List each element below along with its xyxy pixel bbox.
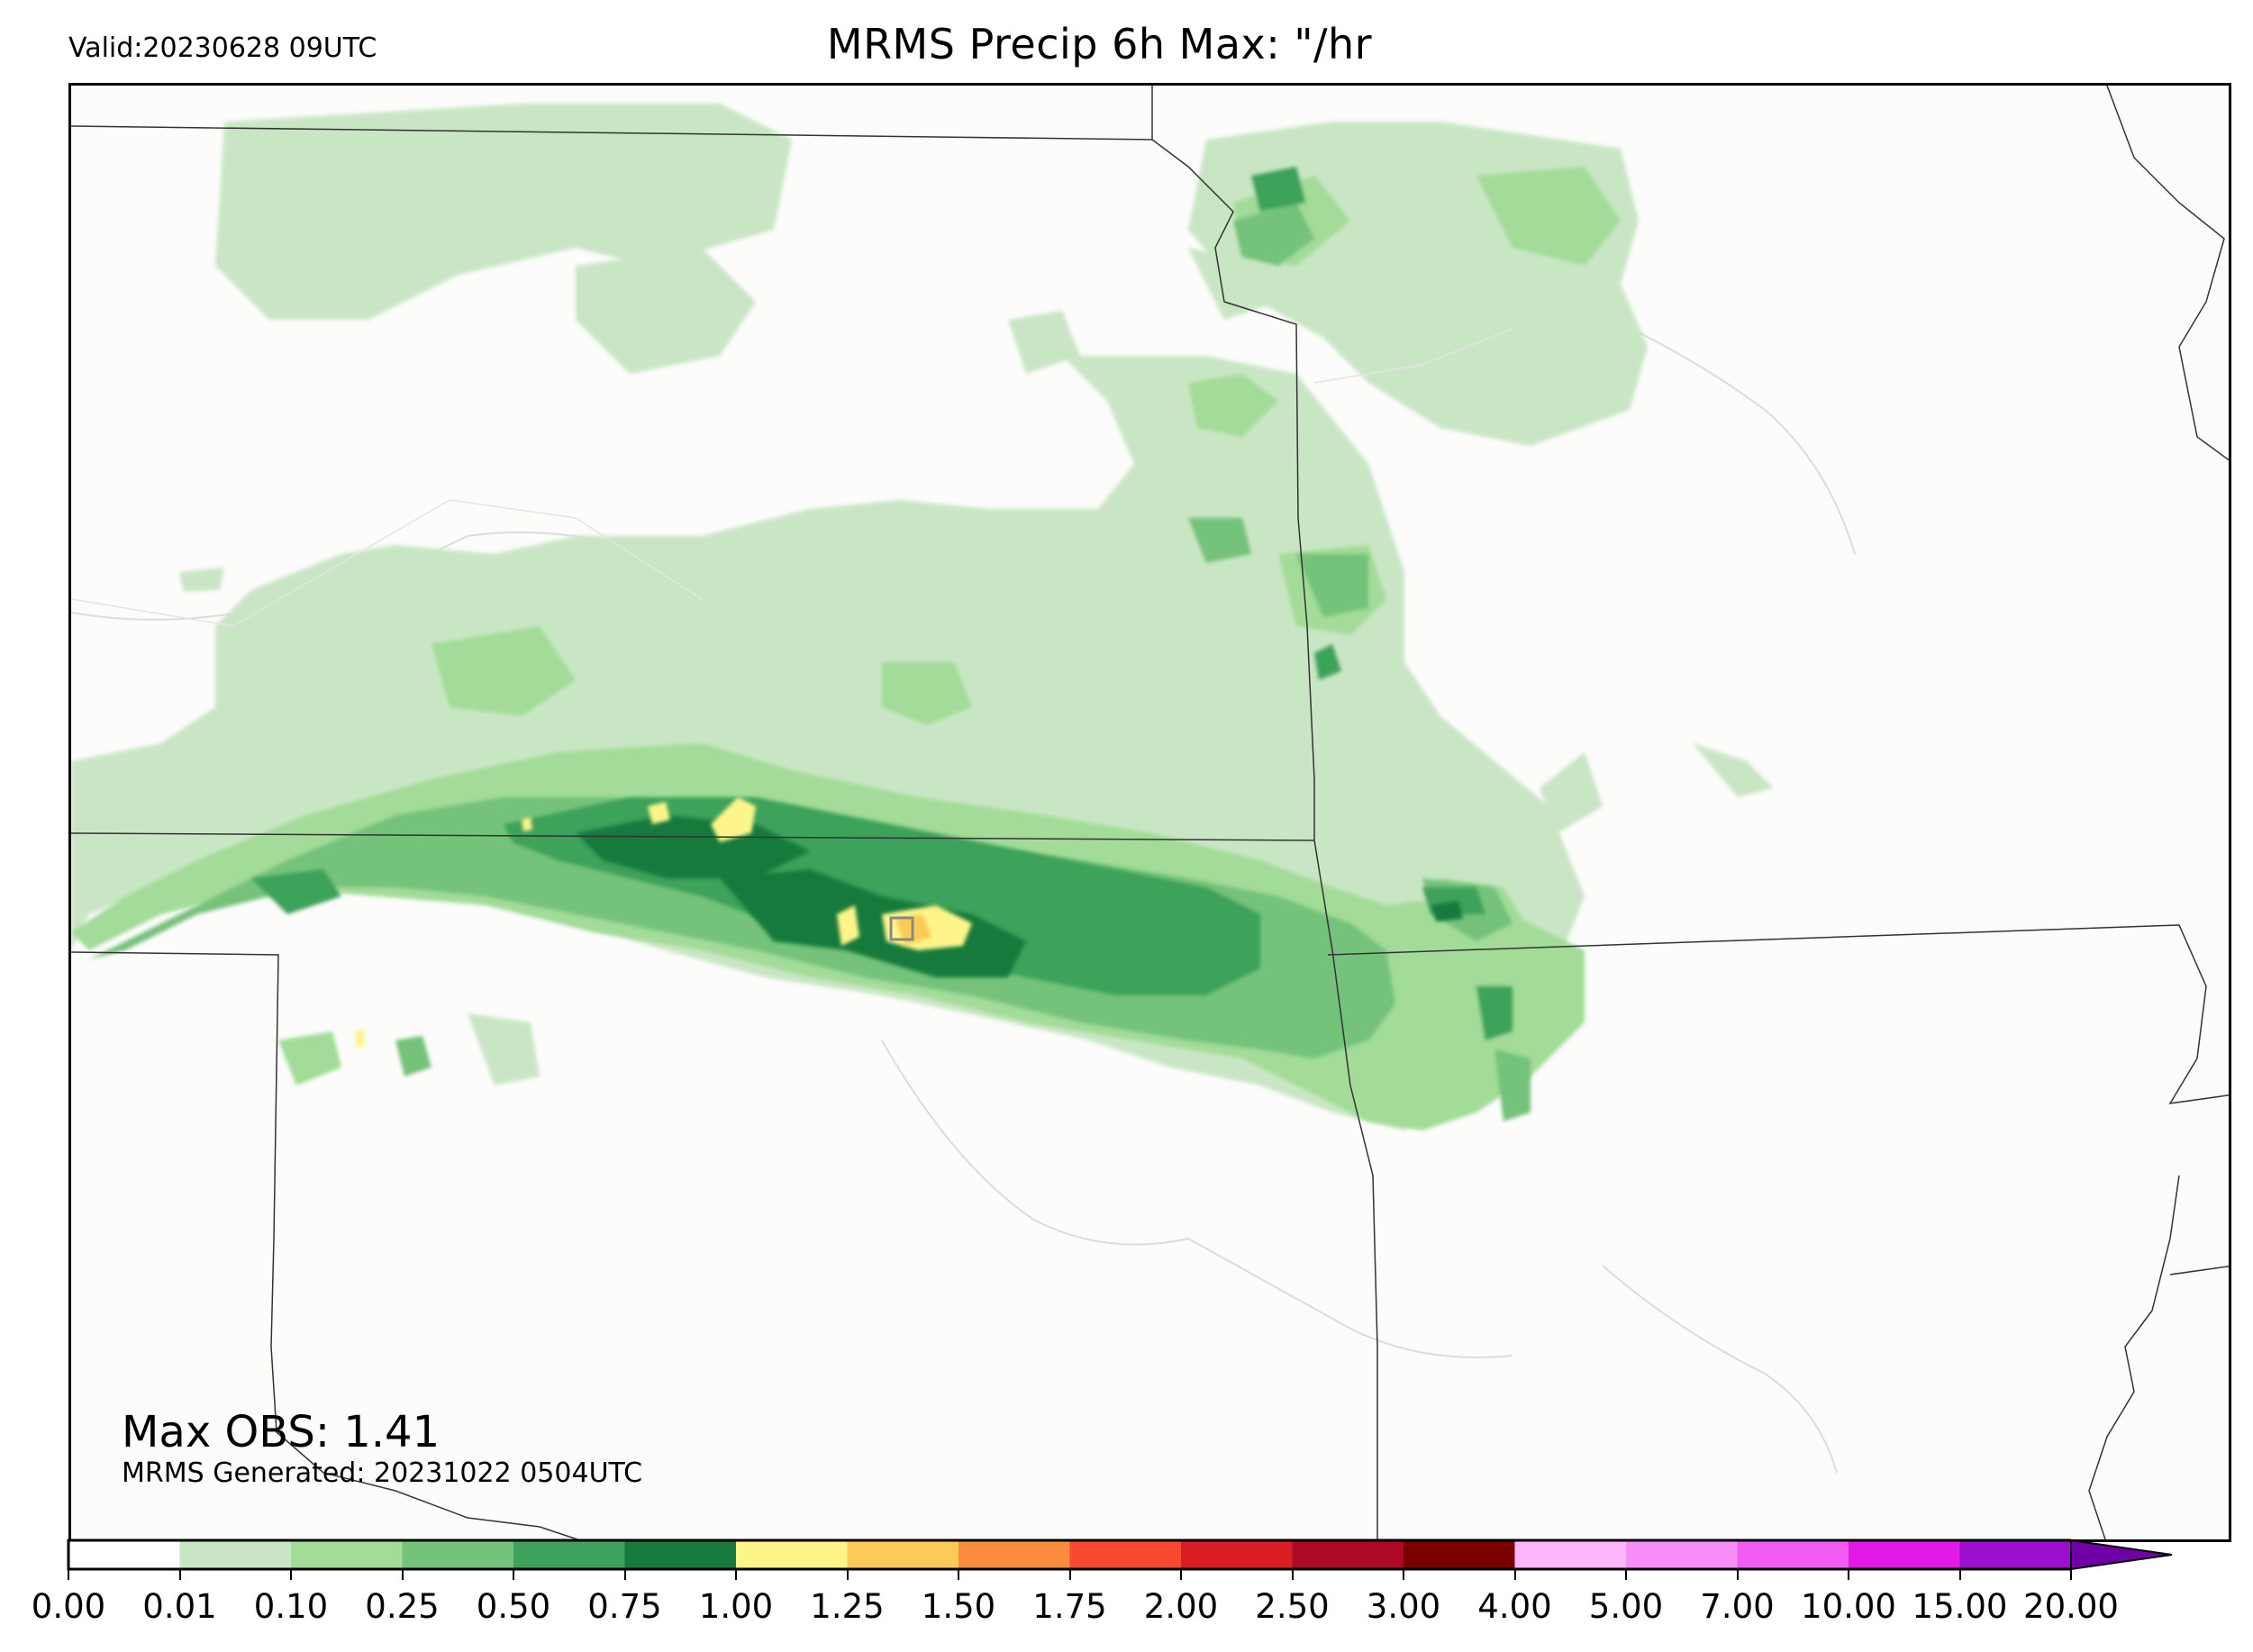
- state-boundaries: [71, 86, 2229, 1539]
- colorbar-tick-label: 0.01: [142, 1587, 217, 1626]
- colorbar-tick-mark: [735, 1569, 737, 1580]
- colorbar-tick-mark: [846, 1569, 849, 1580]
- colorbar-tick-label: 5.00: [1588, 1587, 1664, 1626]
- colorbar-tick-mark: [290, 1569, 292, 1580]
- colorbar-tick-mark: [178, 1569, 181, 1580]
- map-title: MRMS Precip 6h Max: "/hr: [0, 20, 2253, 68]
- colorbar-tick-label: 0.25: [365, 1587, 440, 1626]
- colorbar-extend-arrow: [2070, 1539, 2173, 1571]
- colorbar-tick-mark: [958, 1569, 959, 1580]
- colorbar-tick-label: 1.75: [1032, 1587, 1107, 1626]
- colorbar-tick-mark: [68, 1569, 69, 1580]
- colorbar-tick-mark: [623, 1569, 626, 1580]
- colorbar-segment: [1514, 1540, 1627, 1569]
- colorbar-tick-mark: [401, 1569, 404, 1580]
- map-title-text: MRMS Precip 6h Max: "/hr: [826, 20, 1373, 68]
- colorbar-tick-mark: [1291, 1569, 1294, 1580]
- colorbar-tick-mark: [1625, 1569, 1627, 1580]
- colorbar-tick-mark: [1068, 1569, 1071, 1580]
- colorbar-tick-mark: [1736, 1569, 1739, 1580]
- max-obs-marker: [889, 916, 914, 941]
- colorbar-tick-mark: [1958, 1569, 1961, 1580]
- colorbar-tick-label: 15.00: [1912, 1587, 2008, 1626]
- colorbar-tick-label: 10.00: [1801, 1587, 1896, 1626]
- colorbar-tick-mark: [1513, 1569, 1516, 1580]
- valid-time-label: Valid:20230628 09UTC: [68, 32, 377, 64]
- colorbar-segment: [1181, 1540, 1293, 1569]
- colorbar-segment: [1959, 1540, 2072, 1569]
- colorbar-segment: [736, 1540, 848, 1569]
- generated-label: MRMS Generated: 20231022 0504UTC: [122, 1457, 643, 1489]
- colorbar-svg: [67, 1539, 2173, 1571]
- colorbar-segment: [291, 1540, 403, 1569]
- colorbar-tick-mark: [1403, 1569, 1404, 1580]
- colorbar-segment: [1737, 1540, 1849, 1569]
- colorbar-segment: [958, 1540, 1070, 1569]
- colorbar-tick-label: 7.00: [1700, 1587, 1775, 1626]
- colorbar-tick-label: 3.00: [1366, 1587, 1441, 1626]
- colorbar-tick-label: 20.00: [2023, 1587, 2119, 1626]
- colorbar-segment: [1292, 1540, 1404, 1569]
- colorbar-segment: [1069, 1540, 1182, 1569]
- colorbar-tick-label: 0.10: [253, 1587, 329, 1626]
- colorbar-segment: [1849, 1540, 1960, 1569]
- colorbar-tick-label: 2.50: [1255, 1587, 1330, 1626]
- colorbar-tick-label: 1.25: [810, 1587, 885, 1626]
- colorbar-segment: [1626, 1540, 1738, 1569]
- colorbar-tick-label: 0.75: [587, 1587, 662, 1626]
- colorbar-segment: [513, 1540, 625, 1569]
- colorbar-segment: [68, 1540, 180, 1569]
- colorbar-tick-label: 4.00: [1477, 1587, 1552, 1626]
- colorbar-segment: [624, 1540, 737, 1569]
- colorbar-tick-mark: [513, 1569, 514, 1580]
- colorbar-tick-label: 2.00: [1143, 1587, 1219, 1626]
- colorbar-segment: [1404, 1540, 1515, 1569]
- colorbar-tick-label: 0.00: [31, 1587, 106, 1626]
- colorbar-segment: [179, 1540, 292, 1569]
- colorbar-tick-mark: [1848, 1569, 1849, 1580]
- colorbar: [67, 1539, 2176, 1571]
- colorbar-tick-label: 1.50: [921, 1587, 996, 1626]
- colorbar-tick-mark: [1180, 1569, 1182, 1580]
- colorbar-tick-mark: [2070, 1569, 2072, 1580]
- precip-map: [68, 83, 2231, 1542]
- colorbar-segment: [847, 1540, 959, 1569]
- map-canvas: [71, 86, 2229, 1539]
- colorbar-tick-label: 0.50: [476, 1587, 551, 1626]
- colorbar-tick-label: 1.00: [698, 1587, 774, 1626]
- county-lines: [71, 328, 1513, 627]
- max-obs-label: Max OBS: 1.41: [122, 1407, 441, 1457]
- colorbar-segment: [402, 1540, 514, 1569]
